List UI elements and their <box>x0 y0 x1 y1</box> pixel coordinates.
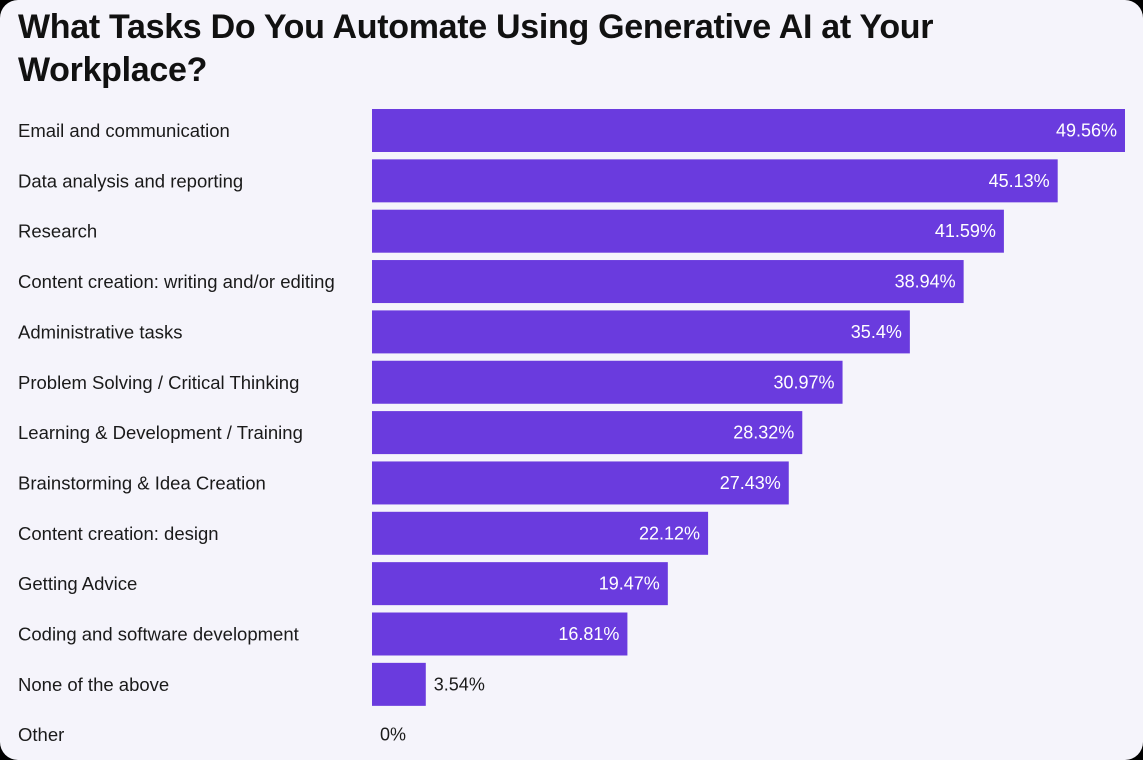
bar <box>372 209 1004 253</box>
value-label: 38.94% <box>895 272 956 292</box>
value-label: 28.32% <box>733 423 794 443</box>
bar <box>372 360 843 404</box>
category-label: Data analysis and reporting <box>18 170 243 191</box>
category-label: Problem Solving / Critical Thinking <box>18 372 299 393</box>
category-label: Other <box>18 724 64 745</box>
bar <box>372 109 1125 152</box>
value-label: 3.54% <box>434 674 485 694</box>
bar <box>372 260 964 304</box>
bar <box>372 662 426 706</box>
category-label: Content creation: design <box>18 523 219 544</box>
category-label: Research <box>18 221 97 242</box>
value-label: 35.4% <box>851 322 902 342</box>
value-label: 16.81% <box>558 624 619 644</box>
category-label: Email and communication <box>18 120 230 141</box>
bar <box>372 310 910 354</box>
bar <box>372 159 1058 203</box>
value-label: 30.97% <box>773 372 834 392</box>
category-label: Coding and software development <box>18 624 299 645</box>
bar <box>372 511 709 555</box>
bar <box>372 411 803 455</box>
bar <box>372 612 628 656</box>
value-label: 41.59% <box>935 221 996 241</box>
value-label: 45.13% <box>989 171 1050 191</box>
value-label: 49.56% <box>1056 121 1117 141</box>
chart-title: What Tasks Do You Automate Using Generat… <box>18 8 934 89</box>
bar <box>372 562 668 606</box>
category-label: Getting Advice <box>18 573 137 594</box>
value-label: 19.47% <box>599 574 660 594</box>
category-label: Learning & Development / Training <box>18 422 303 443</box>
value-label: 22.12% <box>639 523 700 543</box>
category-label: None of the above <box>18 674 169 695</box>
value-label: 0% <box>380 725 406 745</box>
category-label: Brainstorming & Idea Creation <box>18 472 266 493</box>
category-label: Content creation: writing and/or editing <box>18 271 335 292</box>
value-label: 27.43% <box>720 473 781 493</box>
bar <box>372 461 789 505</box>
category-label: Administrative tasks <box>18 321 183 342</box>
